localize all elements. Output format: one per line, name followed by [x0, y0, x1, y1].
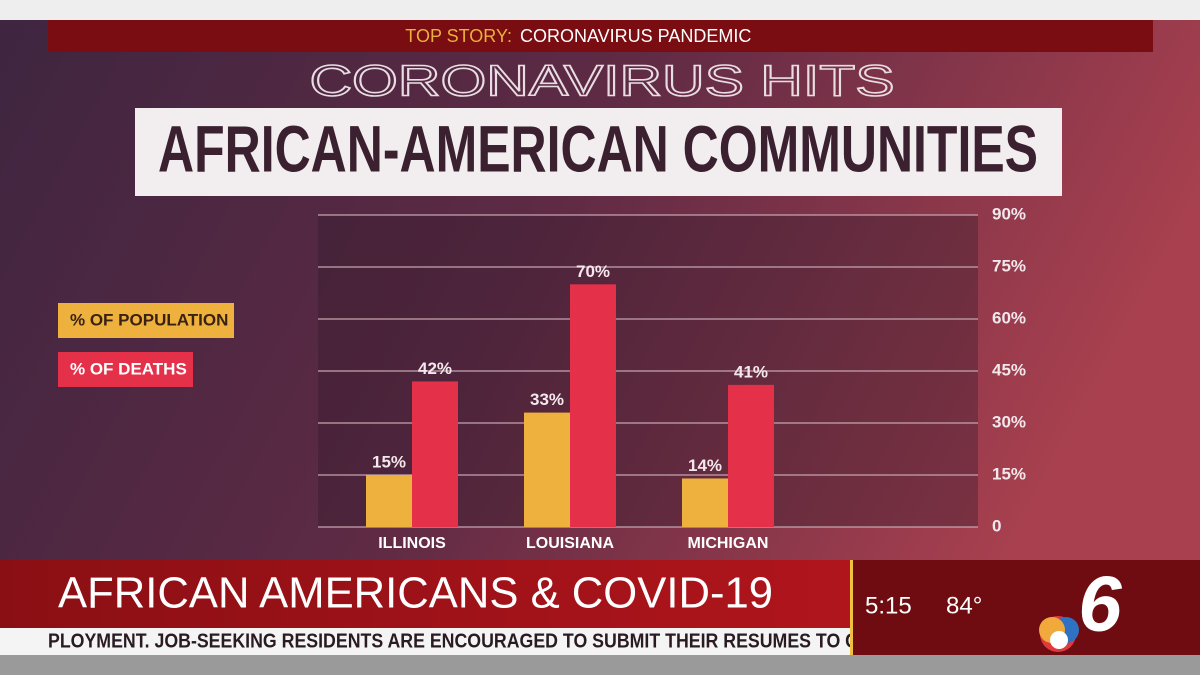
lower-third: [0, 560, 850, 628]
y-tick-label: 75%: [992, 256, 1026, 275]
bar: [412, 381, 458, 527]
time: 5:15: [865, 592, 912, 619]
y-tick-label: 45%: [992, 360, 1026, 379]
value-label: 14%: [688, 456, 722, 475]
y-tick-label: 60%: [992, 308, 1026, 327]
info-box: [850, 560, 1200, 655]
kicker: CORONAVIRUS HITS: [310, 57, 895, 106]
top-strip: [0, 0, 1200, 20]
ticker-strip: [0, 628, 850, 655]
bar: [366, 475, 412, 527]
legend-swatch: [58, 303, 234, 338]
banner-text: CORONAVIRUS PANDEMIC: [520, 26, 751, 46]
bar: [728, 384, 774, 527]
title-box: [135, 108, 1062, 196]
x-tick-label: ILLINOIS: [378, 535, 446, 552]
chart-title: AFRICAN-AMERICAN COMMUNITIES: [158, 111, 1038, 185]
bar: [524, 412, 570, 527]
lower-headline: AFRICAN AMERICANS & COVID-19: [58, 569, 773, 618]
legend-swatch: [58, 352, 193, 387]
ticker: PLOYMENT. JOB-SEEKING RESIDENTS ARE ENCO…: [48, 630, 858, 652]
legend-label: % OF POPULATION: [70, 310, 228, 329]
value-label: 70%: [576, 262, 610, 281]
y-tick-label: 90%: [992, 204, 1026, 223]
banner-label: TOP STORY:: [405, 26, 512, 46]
temperature: 84°: [946, 592, 982, 619]
value-label: 41%: [734, 362, 768, 381]
x-tick-label: LOUISIANA: [526, 535, 614, 552]
value-label: 15%: [372, 452, 406, 471]
bar: [570, 284, 616, 527]
legend-label: % OF DEATHS: [70, 359, 187, 378]
station-logo: 6: [1039, 560, 1122, 652]
divider: [850, 560, 853, 655]
top-banner: [48, 20, 1153, 52]
value-label: 33%: [530, 390, 564, 409]
bottom-strip: [0, 655, 1200, 675]
value-label: 42%: [418, 359, 452, 378]
chart: 0 15% 30% 45% 60% 75% 90% ILLINOIS 15% 42% LOUISIA…: [58, 204, 1026, 552]
x-tick-label: MICHIGAN: [688, 535, 769, 552]
y-tick-label: 30%: [992, 412, 1026, 431]
y-tick-label: 0: [992, 516, 1001, 535]
y-tick-label: 15%: [992, 464, 1026, 483]
bar: [682, 478, 728, 527]
station-number: 6: [1078, 560, 1122, 648]
